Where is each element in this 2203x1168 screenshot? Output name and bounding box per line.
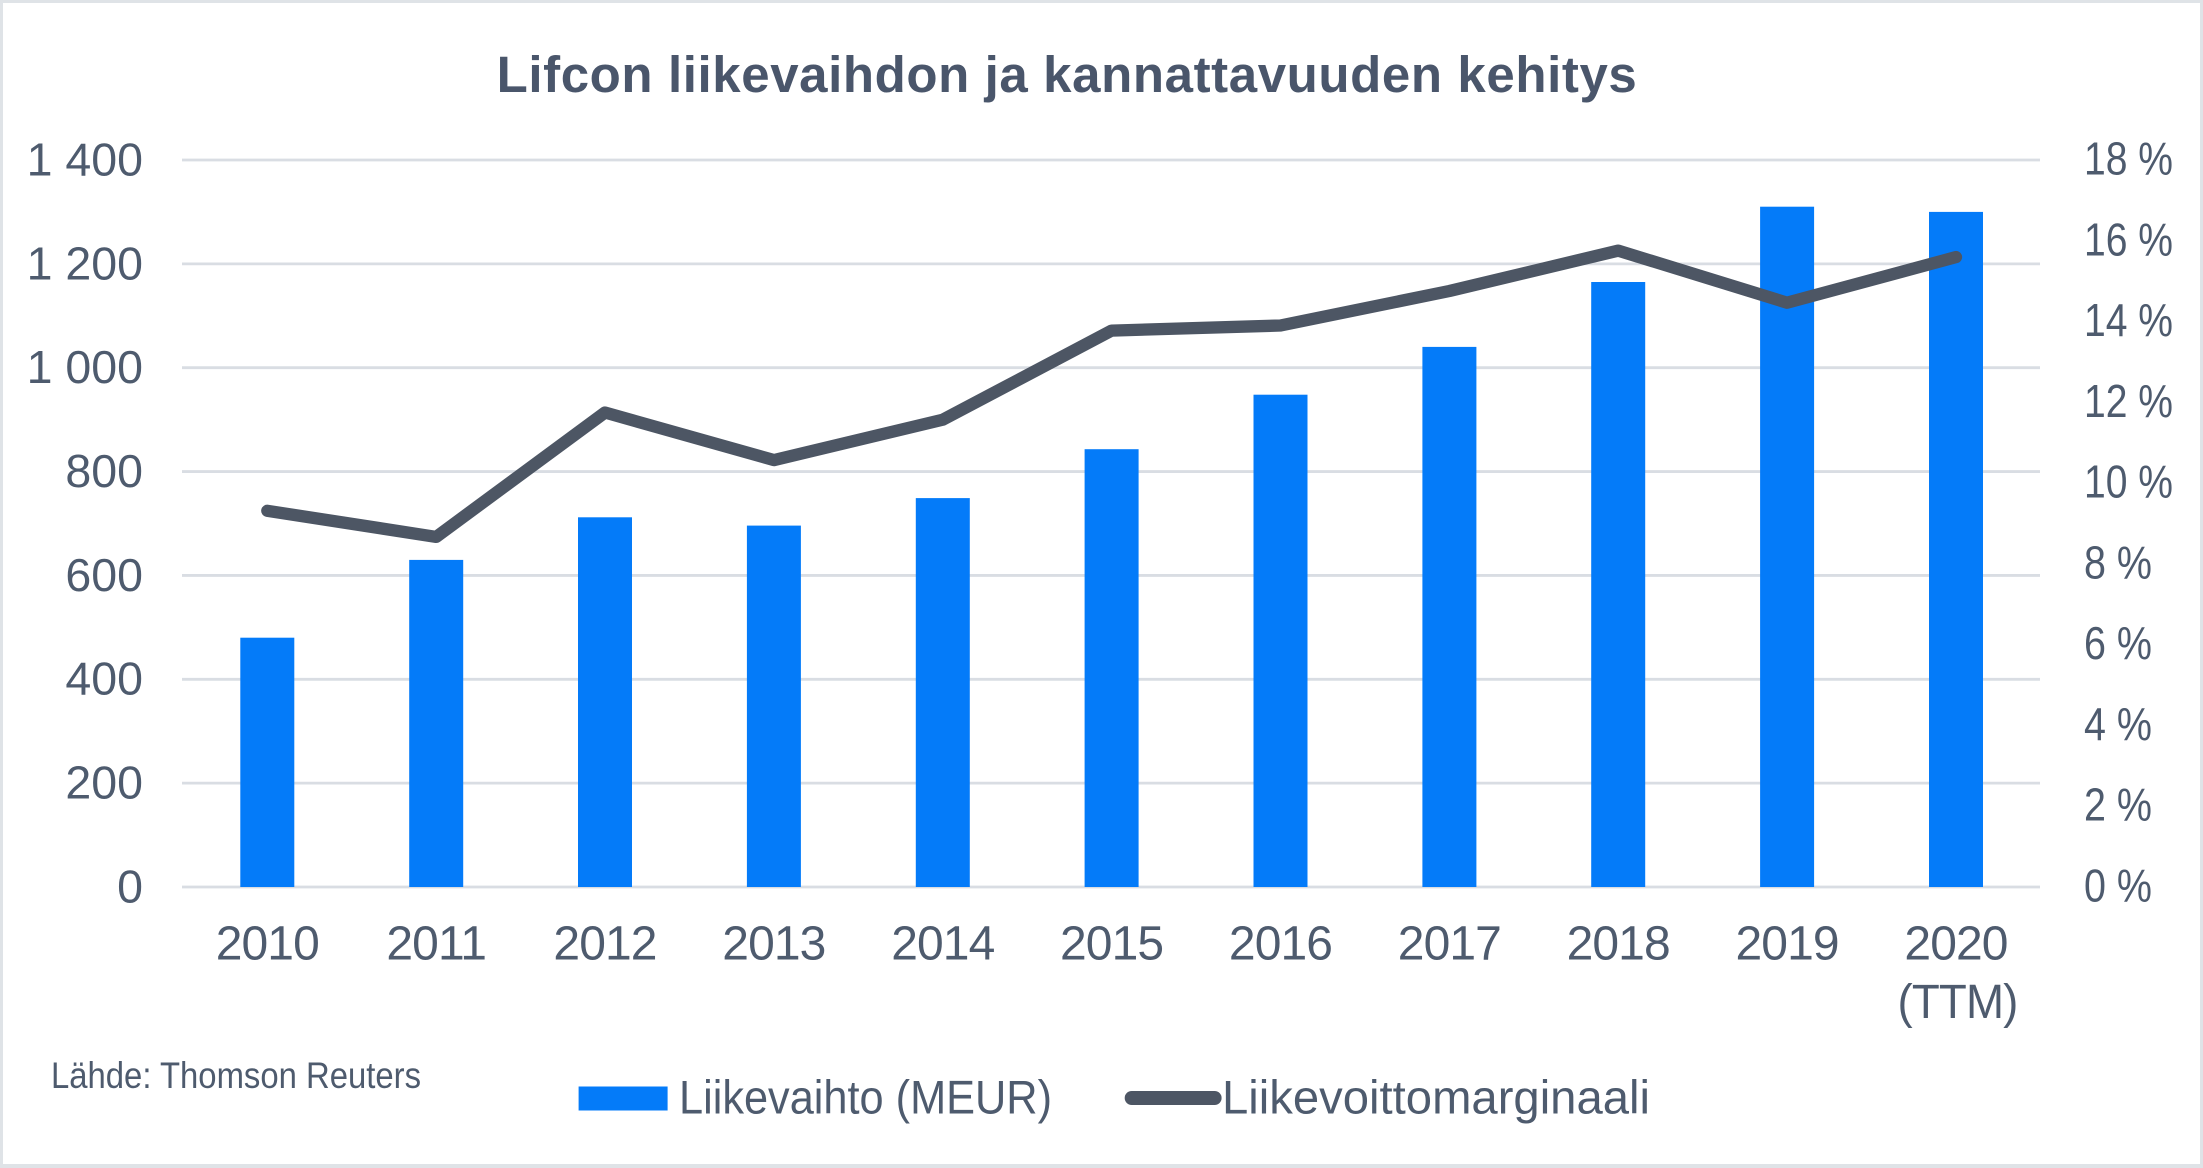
- svg-text:6 %: 6 %: [2084, 617, 2152, 669]
- svg-text:2020: 2020: [1904, 918, 2007, 971]
- svg-text:Liikevoittomarginaali: Liikevoittomarginaali: [1222, 1071, 1650, 1124]
- svg-text:2017: 2017: [1398, 918, 1501, 971]
- svg-text:2011: 2011: [386, 918, 486, 971]
- svg-text:1 200: 1 200: [27, 237, 143, 289]
- svg-text:0 %: 0 %: [2084, 860, 2152, 912]
- svg-text:2014: 2014: [891, 918, 994, 971]
- svg-text:Lähde: Thomson Reuters: Lähde: Thomson Reuters: [51, 1055, 421, 1096]
- svg-text:2016: 2016: [1229, 918, 1332, 971]
- svg-text:10 %: 10 %: [2084, 456, 2173, 508]
- svg-text:1 000: 1 000: [27, 341, 143, 393]
- svg-text:8 %: 8 %: [2084, 536, 2152, 588]
- svg-text:2015: 2015: [1060, 918, 1163, 971]
- svg-text:(TTM): (TTM): [1898, 976, 2018, 1029]
- svg-text:200: 200: [65, 757, 143, 809]
- svg-text:2018: 2018: [1567, 918, 1670, 971]
- svg-text:4 %: 4 %: [2084, 698, 2152, 750]
- svg-text:0: 0: [117, 860, 143, 912]
- svg-text:12 %: 12 %: [2084, 375, 2173, 427]
- svg-text:18 %: 18 %: [2084, 133, 2173, 185]
- svg-text:Lifcon liikevaihdon ja kannatt: Lifcon liikevaihdon ja kannattavuuden ke…: [497, 46, 1638, 103]
- svg-text:2012: 2012: [553, 918, 656, 971]
- svg-text:16 %: 16 %: [2084, 213, 2173, 265]
- svg-text:14 %: 14 %: [2084, 294, 2173, 346]
- svg-text:2013: 2013: [722, 918, 825, 971]
- svg-text:2010: 2010: [216, 918, 319, 971]
- svg-text:2 %: 2 %: [2084, 779, 2152, 831]
- svg-text:1 400: 1 400: [27, 133, 143, 185]
- svg-text:600: 600: [65, 549, 143, 601]
- svg-text:800: 800: [65, 445, 143, 497]
- svg-text:400: 400: [65, 653, 143, 705]
- svg-text:2019: 2019: [1736, 918, 1839, 971]
- svg-text:Liikevaihto (MEUR): Liikevaihto (MEUR): [679, 1071, 1052, 1124]
